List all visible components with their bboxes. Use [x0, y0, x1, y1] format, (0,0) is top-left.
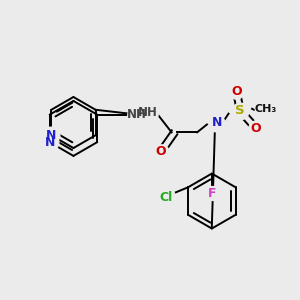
- Text: O: O: [251, 122, 261, 135]
- Text: N: N: [212, 116, 222, 129]
- Text: CH₃: CH₃: [255, 104, 277, 114]
- Text: F: F: [208, 187, 216, 200]
- Text: Cl: Cl: [160, 190, 173, 204]
- Text: S: S: [236, 104, 245, 117]
- Text: NH: NH: [127, 108, 146, 121]
- Text: O: O: [231, 85, 242, 98]
- Text: O: O: [155, 146, 166, 158]
- Text: N: N: [44, 136, 55, 148]
- Text: NH: NH: [138, 106, 158, 119]
- Text: N: N: [46, 129, 56, 142]
